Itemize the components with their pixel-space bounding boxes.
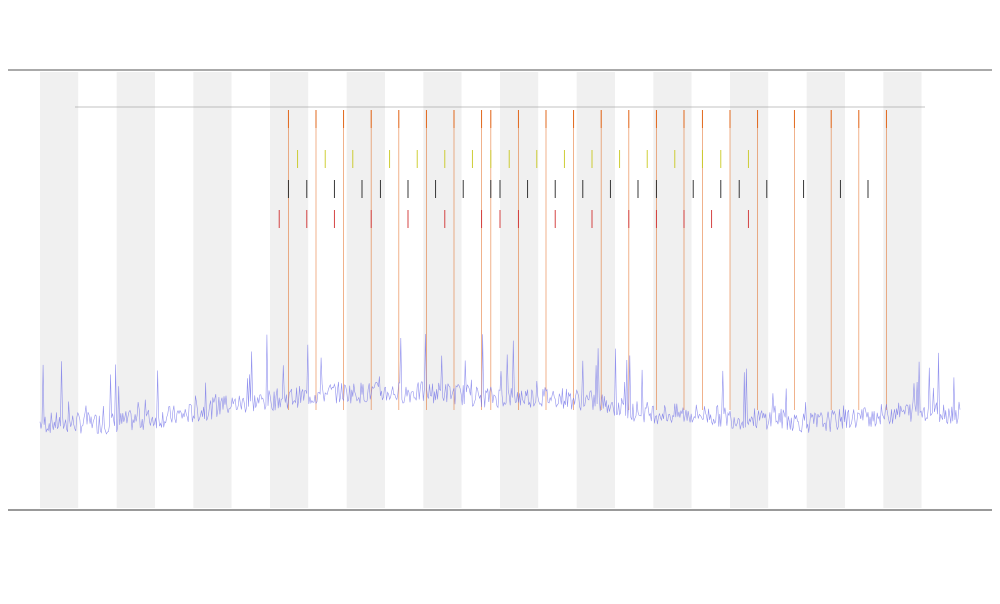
background-band bbox=[308, 72, 347, 508]
background-band bbox=[423, 72, 462, 508]
background-bands bbox=[40, 72, 960, 508]
baseline-line bbox=[39, 333, 961, 435]
background-band bbox=[78, 72, 117, 508]
background-band bbox=[193, 72, 232, 508]
background-band bbox=[500, 72, 539, 508]
background-band bbox=[845, 72, 884, 508]
background-band bbox=[921, 72, 960, 508]
background-band bbox=[270, 72, 309, 508]
background-band bbox=[385, 72, 424, 508]
background-band bbox=[40, 72, 79, 508]
background-band bbox=[538, 72, 577, 508]
background-band bbox=[116, 72, 155, 508]
background-band bbox=[653, 72, 692, 508]
background-band bbox=[768, 72, 807, 508]
background-band bbox=[346, 72, 385, 508]
background-band bbox=[615, 72, 654, 508]
background-band bbox=[730, 72, 769, 508]
background-band bbox=[231, 72, 270, 508]
background-band bbox=[806, 72, 845, 508]
baseline-series bbox=[39, 333, 961, 435]
background-band bbox=[461, 72, 500, 508]
background-band bbox=[883, 72, 922, 508]
event-marks bbox=[278, 110, 887, 410]
background-band bbox=[691, 72, 730, 508]
background-band bbox=[576, 72, 615, 508]
background-band bbox=[155, 72, 194, 508]
